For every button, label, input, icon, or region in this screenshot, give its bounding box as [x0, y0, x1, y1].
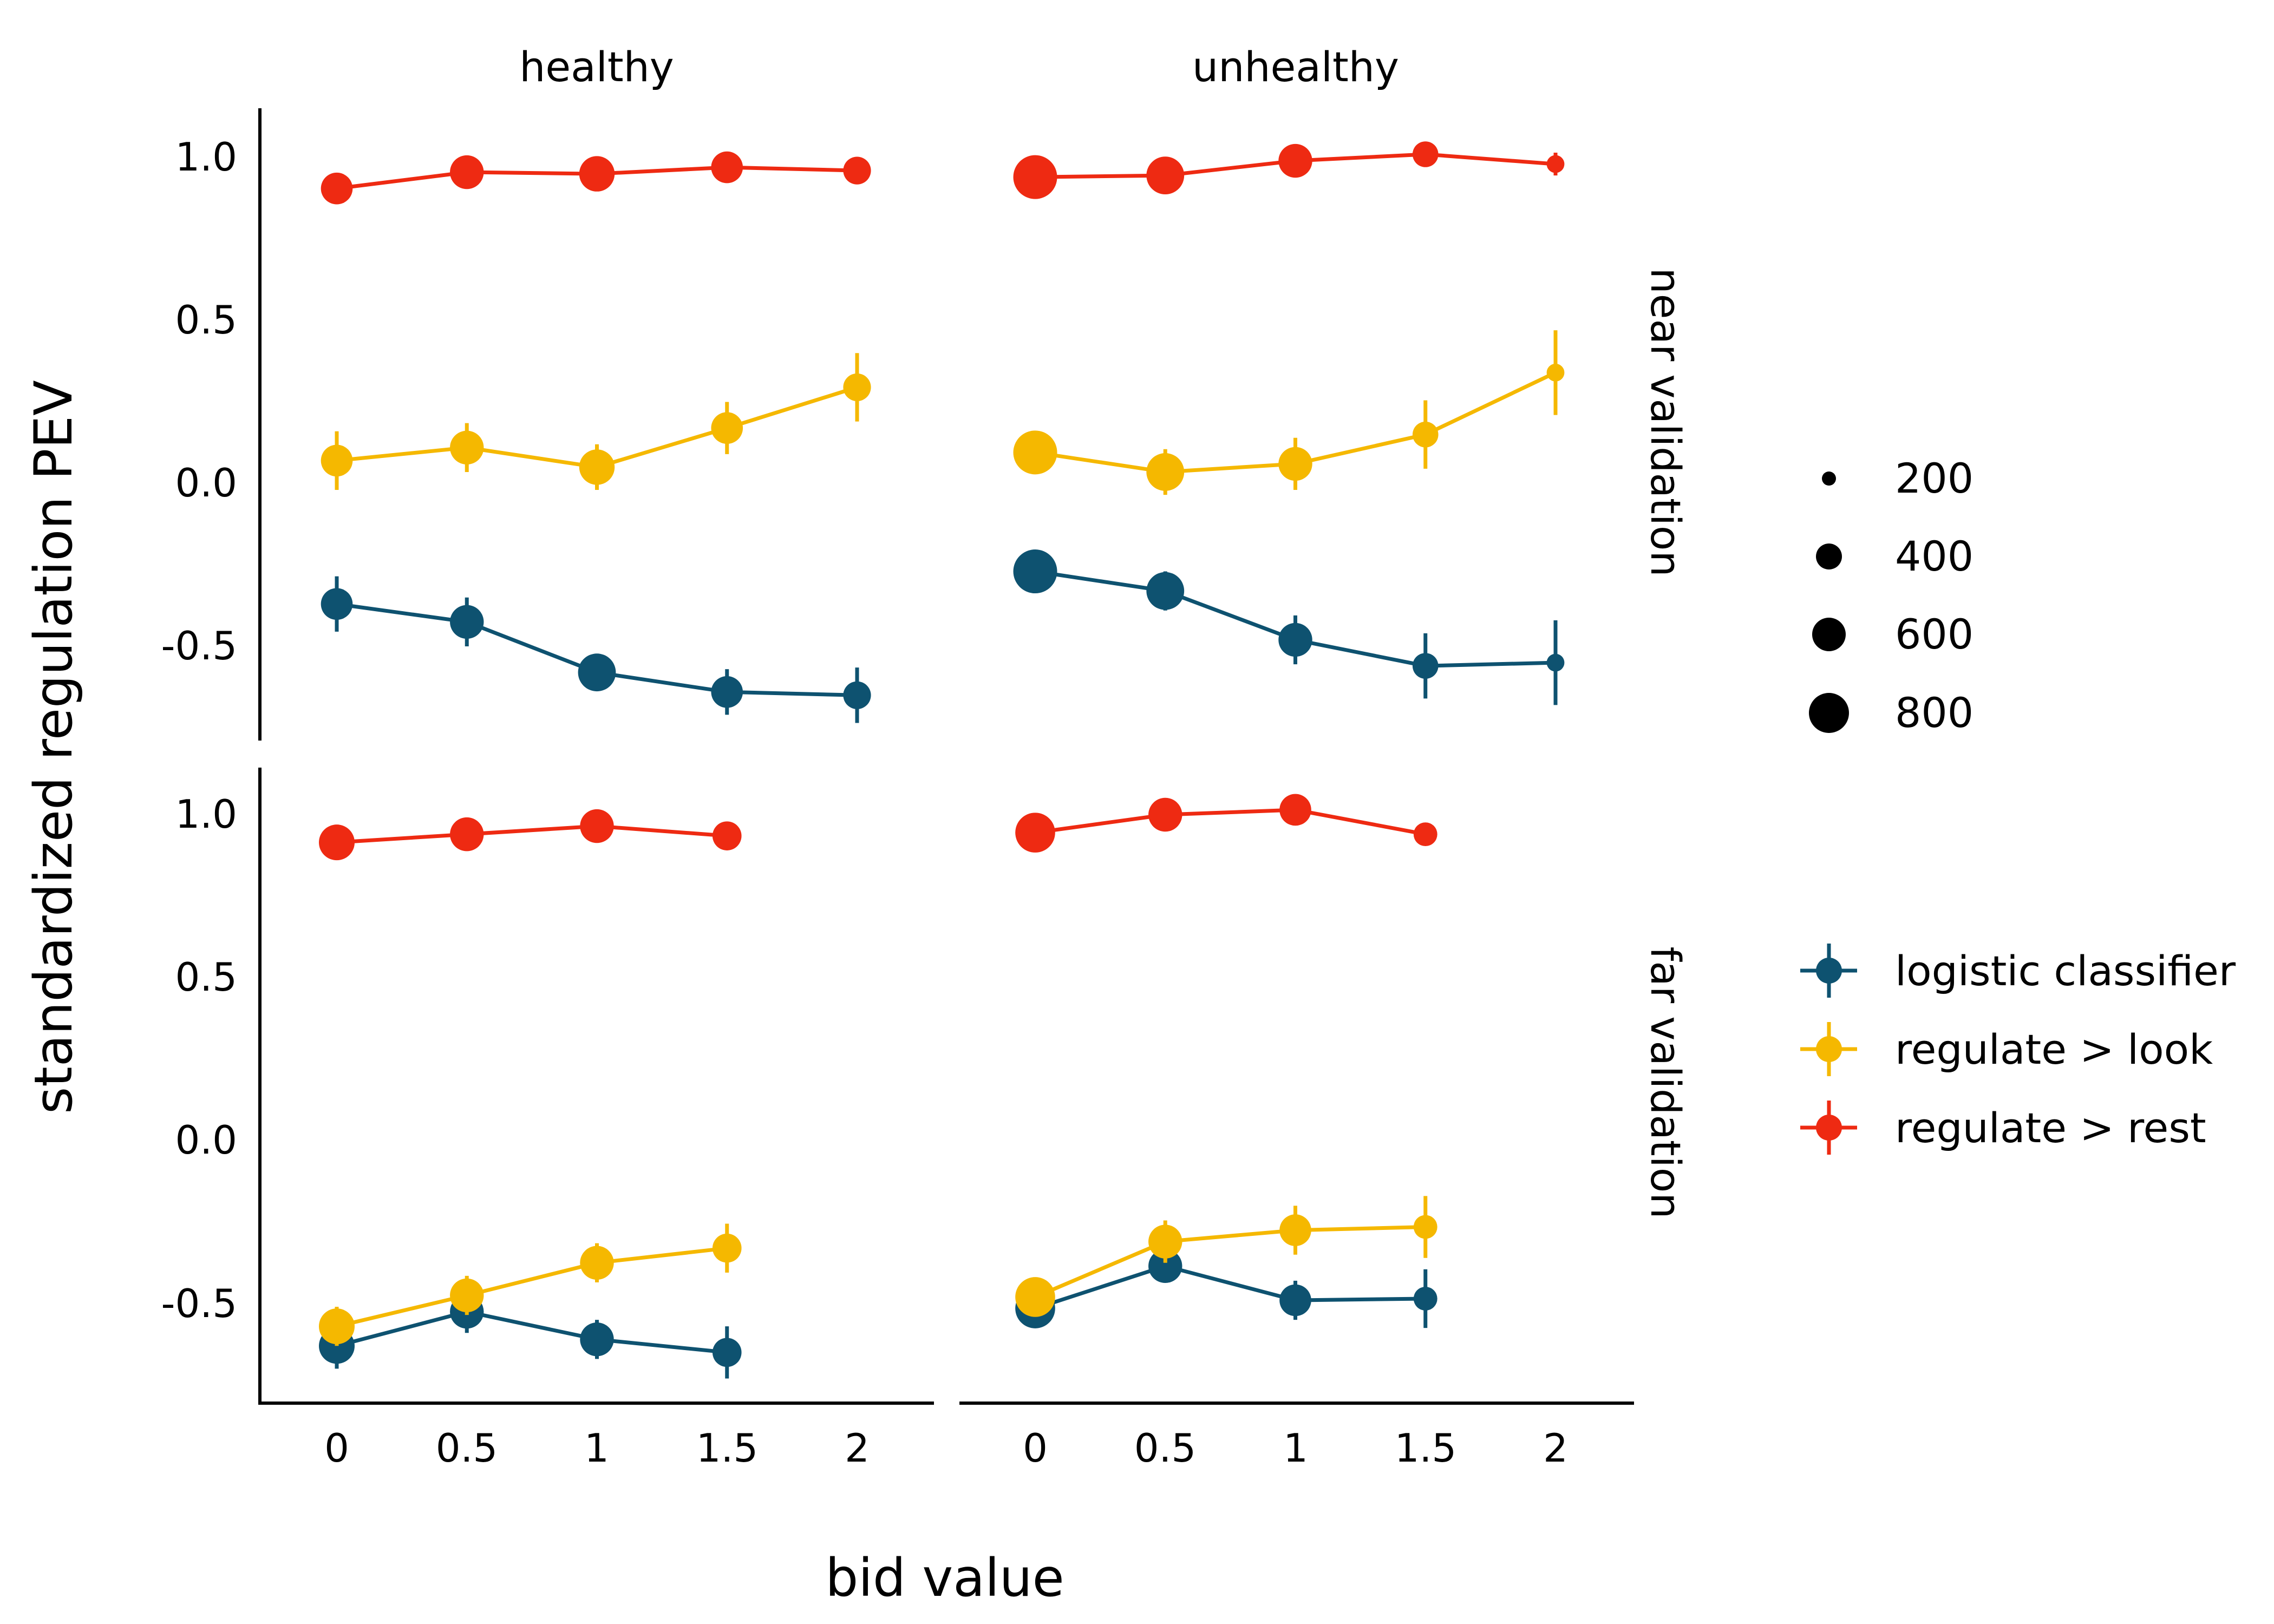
series-line-rest [1035, 808, 1426, 836]
size-legend-label: 800 [1895, 689, 1974, 737]
series-line-logistic [336, 1309, 728, 1354]
size-legend: 200 400 600 800 [1809, 454, 1974, 737]
legend-label-logistic-classifier: logistic classifier [1895, 947, 2236, 995]
data-point-look [319, 1308, 355, 1345]
x-tick-label: 1.5 [696, 1425, 759, 1471]
data-point-look [843, 373, 871, 402]
data-point-logistic [1148, 1249, 1182, 1283]
data-point-rest [1413, 822, 1437, 847]
data-point-rest [580, 809, 614, 843]
legend-key-regulate-rest [1800, 1101, 1857, 1155]
data-point-logistic [321, 588, 353, 620]
data-point-rest [1279, 794, 1311, 826]
data-point-look [712, 1233, 742, 1263]
data-point-rest [450, 817, 484, 852]
data-point-rest [450, 155, 484, 189]
data-point-rest [843, 156, 871, 185]
size-legend-key [1809, 693, 1849, 733]
size-legend-label: 200 [1895, 454, 1974, 502]
data-point-look [450, 430, 484, 464]
data-point-logistic [1279, 1284, 1311, 1317]
data-point-look [579, 449, 615, 485]
x-tick-label: 1 [1283, 1425, 1308, 1471]
y-tick-label: -0.5 [161, 1281, 237, 1326]
data-point-rest [579, 156, 615, 192]
y-tick-label: -0.5 [161, 623, 237, 669]
data-point-look [321, 444, 353, 477]
data-point-look [1013, 430, 1057, 475]
data-point-rest [1546, 155, 1565, 173]
data-point-rest [1013, 155, 1057, 199]
strip-label-near-validation: near validation [1642, 267, 1690, 577]
data-point-logistic [843, 681, 871, 709]
legend-key-logistic-classifier [1800, 944, 1857, 998]
strip-label-far-validation: far validation [1642, 947, 1690, 1219]
data-point-look [450, 1278, 484, 1313]
x-tick-label: 2 [845, 1425, 870, 1471]
data-point-look [1279, 1214, 1311, 1246]
series-line-rest [336, 824, 728, 844]
data-point-look [580, 1246, 614, 1280]
y-tick-label: 0.5 [175, 954, 237, 1000]
size-legend-label: 400 [1895, 532, 1974, 580]
data-point-logistic [1278, 623, 1312, 657]
size-legend-label: 600 [1895, 610, 1974, 658]
x-tick-label: 0 [324, 1425, 349, 1471]
data-point-look [1015, 1277, 1055, 1317]
data-point-rest [321, 172, 353, 205]
series-line-look [336, 1246, 728, 1328]
y-tick-label: 1.0 [175, 791, 237, 837]
data-point-look [711, 412, 743, 444]
x-tick-label: 0.5 [436, 1425, 498, 1471]
data-point-rest [319, 824, 355, 861]
size-legend-key [1812, 618, 1846, 651]
data-point-logistic [1013, 549, 1057, 594]
data-point-logistic [1546, 653, 1565, 672]
x-tick-label: 1 [584, 1425, 609, 1471]
data-point-rest [1278, 143, 1312, 178]
size-legend-key [1816, 543, 1842, 569]
data-point-look [1278, 447, 1312, 481]
y-tick-label: 1.0 [175, 134, 237, 180]
legend-label-regulate-rest: regulate > rest [1895, 1104, 2206, 1152]
y-tick-label: 0.0 [175, 460, 237, 506]
x-axis-title: bid value [825, 1548, 1064, 1608]
series-line-look [1034, 1225, 1426, 1299]
strip-label-unhealthy: unhealthy [1192, 43, 1399, 91]
legend-label-regulate-look: regulate > look [1895, 1025, 2213, 1073]
x-tick-label: 2 [1543, 1425, 1568, 1471]
data-point-logistic [1413, 1287, 1437, 1311]
data-point-logistic [580, 1322, 614, 1357]
size-legend-key [1822, 472, 1836, 486]
data-point-logistic [1412, 653, 1439, 679]
data-point-rest [712, 821, 742, 850]
x-tick-label: 1.5 [1395, 1425, 1457, 1471]
x-tick-label: 0 [1023, 1425, 1048, 1471]
y-tick-label: 0.5 [175, 297, 237, 343]
data-point-rest [1015, 813, 1055, 853]
plot-marks [319, 141, 1565, 1379]
data-point-look [1146, 453, 1185, 491]
series-line-logistic [1034, 1264, 1426, 1311]
data-point-logistic [711, 676, 743, 708]
data-point-look [1413, 1215, 1437, 1239]
data-point-logistic [712, 1338, 742, 1367]
data-point-look [1546, 363, 1565, 382]
data-point-logistic [1146, 572, 1185, 610]
y-tick-label: 0.0 [175, 1117, 237, 1163]
y-axis-title: standardized regulation PEV [23, 380, 84, 1114]
data-point-logistic [450, 605, 484, 639]
data-point-rest [1412, 141, 1439, 167]
data-point-look [1148, 1224, 1182, 1259]
data-point-look [1412, 421, 1439, 448]
color-legend: logistic classifier regulate > look regu… [1800, 944, 2236, 1155]
data-point-logistic [578, 653, 616, 692]
data-point-rest [1146, 156, 1185, 195]
strip-label-healthy: healthy [519, 43, 674, 91]
legend-key-regulate-look [1800, 1022, 1857, 1076]
data-point-rest [711, 151, 743, 184]
data-point-rest [1148, 797, 1182, 832]
x-tick-label: 0.5 [1134, 1425, 1197, 1471]
